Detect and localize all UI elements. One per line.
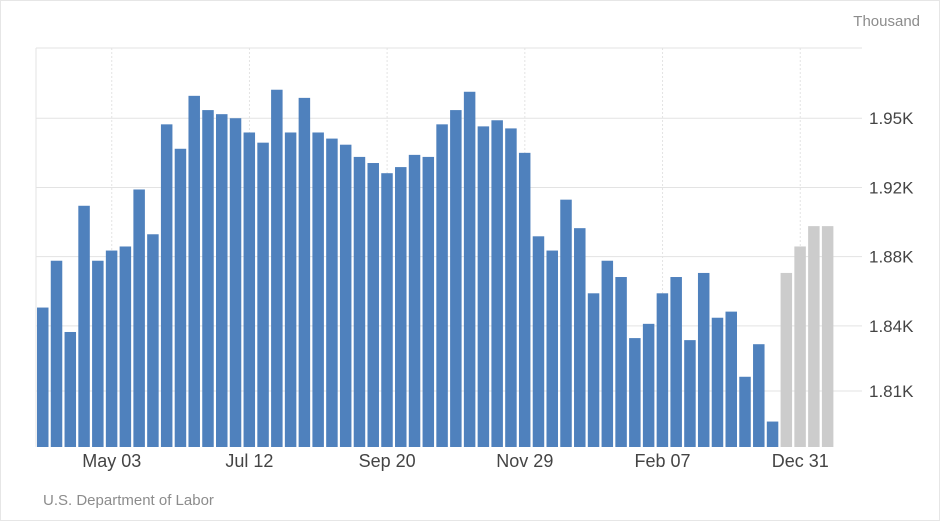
data-bar[interactable] [395, 167, 407, 447]
data-bar[interactable] [229, 118, 242, 447]
data-bar[interactable] [532, 236, 545, 447]
unit-label: Thousand [853, 13, 920, 30]
source-label: U.S. Department of Labor [43, 492, 214, 509]
data-bar[interactable] [739, 376, 751, 447]
data-bar[interactable] [160, 124, 173, 447]
data-bar[interactable] [574, 228, 586, 447]
data-bar[interactable] [353, 156, 366, 448]
data-bar[interactable] [725, 311, 738, 447]
data-bar[interactable] [147, 234, 159, 447]
data-bar[interactable] [477, 126, 490, 447]
data-bar[interactable] [188, 95, 200, 447]
data-bar[interactable] [202, 110, 214, 447]
data-bar[interactable] [766, 421, 779, 447]
data-bar[interactable] [587, 293, 600, 447]
data-bar[interactable] [670, 277, 682, 447]
x-tick-label: Feb 07 [635, 451, 691, 471]
data-bar[interactable] [105, 250, 118, 447]
data-bar[interactable] [174, 148, 187, 447]
y-axis-ticks: 1.81K 1.84K 1.88K 1.92K 1.95K [869, 109, 914, 401]
data-bar[interactable] [381, 173, 393, 448]
data-bar[interactable] [505, 128, 517, 448]
data-bar[interactable] [64, 331, 77, 447]
data-bar[interactable] [216, 114, 228, 448]
data-bar[interactable] [697, 272, 710, 447]
data-bar[interactable] [422, 156, 435, 448]
data-bar[interactable] [436, 124, 448, 447]
x-tick-label: Nov 29 [496, 451, 553, 471]
data-bar[interactable] [339, 144, 352, 448]
data-bar[interactable] [546, 250, 558, 447]
data-bar[interactable] [133, 189, 145, 447]
data-bar[interactable] [243, 132, 256, 447]
x-axis-ticks: May 03 Jul 12 Sep 20 Nov 29 Feb 07 Dec 31 [82, 451, 829, 471]
data-bar[interactable] [560, 199, 572, 447]
data-bar[interactable] [615, 277, 627, 447]
data-bar[interactable] [367, 163, 379, 447]
x-tick-label: Dec 31 [772, 451, 829, 471]
data-bar[interactable] [408, 154, 421, 447]
data-bar[interactable] [463, 91, 476, 448]
y-tick-label: 1.81K [869, 382, 914, 401]
data-bar[interactable] [450, 110, 462, 447]
data-bar[interactable] [629, 338, 641, 447]
y-tick-label: 1.95K [869, 109, 914, 128]
x-tick-label: Sep 20 [359, 451, 416, 471]
data-bar[interactable] [491, 120, 503, 448]
forecast-bar[interactable] [780, 272, 793, 447]
data-bar[interactable] [298, 97, 311, 447]
data-bar[interactable] [50, 260, 63, 447]
data-bar[interactable] [312, 132, 324, 447]
y-tick-label: 1.84K [869, 317, 914, 336]
data-bar[interactable] [37, 307, 49, 447]
data-bar[interactable] [656, 293, 669, 447]
x-tick-label: Jul 12 [225, 451, 273, 471]
data-bar[interactable] [753, 344, 765, 447]
data-bar[interactable] [271, 89, 283, 447]
data-bar[interactable] [711, 317, 724, 447]
bars [37, 89, 834, 448]
data-bar[interactable] [119, 246, 132, 447]
data-bar[interactable] [257, 142, 269, 448]
data-bar[interactable] [326, 138, 338, 447]
data-bar[interactable] [78, 205, 90, 447]
x-tick-label: May 03 [82, 451, 141, 471]
y-tick-label: 1.92K [869, 178, 914, 197]
forecast-bar[interactable] [794, 246, 806, 447]
data-bar[interactable] [601, 260, 614, 447]
data-bar[interactable] [284, 132, 297, 447]
gridlines [35, 47, 862, 447]
forecast-bar[interactable] [821, 226, 834, 447]
data-bar[interactable] [518, 152, 531, 447]
y-tick-label: 1.88K [869, 248, 914, 267]
forecast-bar[interactable] [808, 226, 820, 447]
data-bar[interactable] [642, 323, 655, 447]
data-bar[interactable] [684, 340, 696, 447]
data-bar[interactable] [92, 260, 104, 447]
